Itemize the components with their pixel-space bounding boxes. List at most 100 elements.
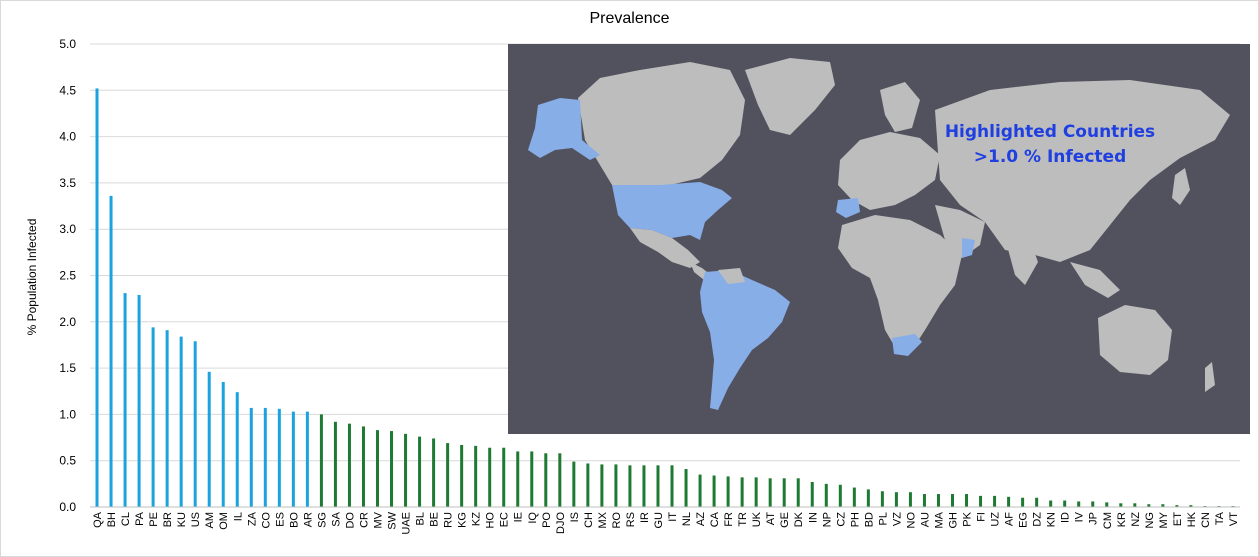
x-tick-label: PE [148,512,160,527]
bar-co [263,407,267,507]
bar-om [221,381,225,507]
x-tick-label: DK [793,511,805,527]
bar-do [347,423,351,507]
bar-iv [1077,501,1081,507]
x-tick-label: BL [415,512,427,525]
map-highlight-south-africa [892,334,922,356]
bar-mx [600,464,604,507]
x-tick-label: AU [919,512,931,527]
map-annotation-line1: Highlighted Countries [944,122,1156,142]
bar-vz [894,492,898,507]
x-tick-label: IE [513,512,525,522]
bar-et [1175,505,1179,507]
bar-at [768,478,772,507]
x-tick-label: GE [779,512,791,528]
bar-ge [782,478,786,507]
x-tick-label: BR [162,512,174,527]
bar-kr [1119,503,1123,507]
map-land-venezuela [718,268,745,284]
bar-pe [151,327,155,507]
x-tick-label: RU [443,512,455,528]
x-tick-label: DJO [555,512,567,534]
x-tick-label: AT [765,512,777,526]
bar-jp [1091,501,1095,507]
x-tick-label: KG [457,512,469,528]
x-tick-label: QA [92,511,104,528]
x-tick-label: SA [330,511,342,526]
x-tick-label: AM [204,512,216,529]
x-tick-label: JP [1088,512,1100,525]
bar-my [1161,504,1165,507]
bar-pk [965,494,969,507]
x-tick-label: KR [1116,512,1128,527]
x-tick-label: CN [1200,512,1212,528]
x-tick-label: ID [1060,512,1072,523]
x-tick-label: IN [807,512,819,523]
map-highlight-iberia [836,198,860,218]
y-tick-label: 1.5 [59,361,76,375]
bar-nl [684,469,688,507]
bar-ku [179,336,183,507]
x-tick-label: BD [863,512,875,527]
x-tick-label: IT [667,512,679,522]
x-tick-label: HO [485,512,497,529]
bar-id [1063,500,1067,507]
x-tick-label: ES [274,512,286,527]
y-tick-label: 3.5 [59,176,76,190]
x-tick-label: ZA [246,511,258,526]
map-land-greenland [745,58,835,135]
bar-ng [1147,504,1151,507]
x-tick-label: IS [569,512,581,522]
bar-gu [656,465,660,507]
x-tick-label: ET [1172,512,1184,526]
bar-za [249,407,253,507]
bar-us [193,341,197,507]
x-tick-label: MV [373,511,385,528]
map-land-africa [838,215,962,352]
map-annotation-line2: >1.0 % Infected [973,147,1127,167]
bar-cl [123,293,127,507]
x-tick-label: NL [681,512,693,526]
y-tick-label: 0.0 [59,500,76,514]
x-tick-label: CH [583,512,595,528]
bar-nz [1133,503,1137,507]
x-tick-label: GH [948,512,960,529]
bar-uz [993,495,997,507]
y-axis-ticks: 0.0 0.5 1.0 1.5 2.0 2.5 3.0 3.5 4.0 4.5 5.0 [59,37,76,514]
bar-au [922,494,926,507]
map-annotation: Highlighted Countries >1.0 % Infected [930,120,1170,170]
bars [95,88,1235,507]
x-tick-label: IQ [527,512,539,524]
bar-sg [319,414,323,507]
map-land-europe [838,132,940,210]
bar-es [277,408,281,507]
bar-qa [95,88,99,507]
x-tick-label: BH [106,512,118,527]
bar-fi [979,495,983,507]
bar-in [810,481,814,507]
y-tick-label: 2.5 [59,269,76,283]
x-tick-label: CZ [835,512,847,527]
bar-dk [796,478,800,507]
bar-am [207,371,211,507]
bar-sw [390,431,394,507]
bar-np [824,483,828,507]
x-tick-label: DO [344,512,356,529]
map-land-southeast-asia [1070,262,1120,298]
x-tick-label: GU [653,512,665,529]
bar-cm [1105,502,1109,507]
bar-be [432,438,436,507]
bar-tr [740,477,744,507]
x-tick-label: MY [1158,511,1170,528]
bar-ie [516,451,520,507]
bar-ar [305,411,309,507]
bar-dz [1035,497,1039,507]
bar-br [165,330,169,507]
x-tick-label: HK [1186,511,1198,527]
x-tick-label: AF [1004,512,1016,526]
x-tick-label: AZ [695,512,707,526]
x-tick-label: KN [1046,512,1058,527]
x-tick-label: DZ [1032,512,1044,527]
x-tick-label: PH [849,512,861,527]
